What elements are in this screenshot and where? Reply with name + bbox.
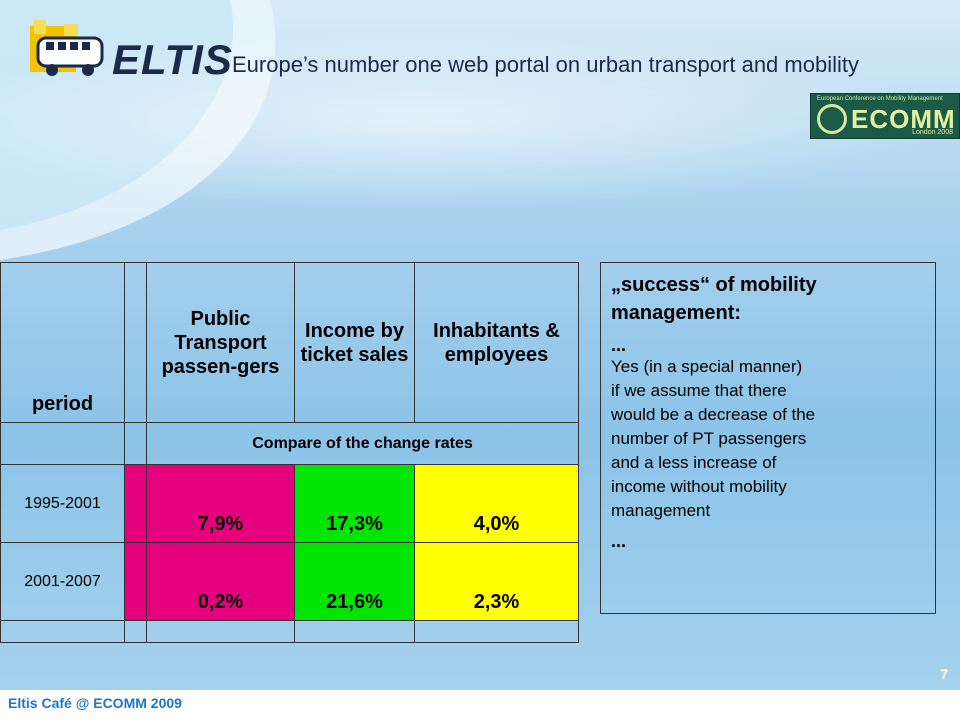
empty-cell (124, 620, 147, 643)
empty-cell (0, 422, 125, 465)
subheader: Compare of the change rates (146, 422, 579, 465)
spacer-cell (124, 422, 147, 465)
note-line: income without mobility (611, 477, 787, 496)
change-rates-table: period Public Transport passen-gers Inco… (0, 262, 579, 643)
note-line: management (611, 501, 711, 520)
brand-name: ELTIS (112, 36, 233, 83)
empty-cell (146, 620, 295, 643)
eltis-bus-logo-icon (30, 20, 104, 76)
note-title: „success“ of mobility management: (611, 274, 817, 324)
note-ellipsis-bottom: ... (611, 531, 627, 551)
inhabitants-value: 4,0% (414, 464, 579, 543)
note-line: Yes (in a special manner) (611, 357, 803, 376)
spacer-cell (124, 262, 147, 423)
note-line: and a less increase of (611, 453, 777, 472)
note-line: number of PT passengers (611, 429, 807, 448)
spacer-cell (124, 464, 147, 543)
row-period: 1995-2001 (0, 464, 125, 543)
pt-value: 7,9% (146, 464, 295, 543)
success-note-box: „success“ of mobility management: ... Ye… (600, 262, 936, 614)
header-inhabitants: Inhabitants & employees (414, 262, 579, 423)
ecomm-logo: European Conference on Mobility Manageme… (810, 93, 960, 139)
empty-cell (294, 620, 415, 643)
ecomm-small-text: European Conference on Mobility Manageme… (817, 96, 943, 102)
header: ELTIS Europe’s number one web portal on … (0, 0, 960, 139)
income-value: 17,3% (294, 464, 415, 543)
note-line: if we assume that there (611, 381, 787, 400)
header-period: period (0, 262, 125, 423)
income-value: 21,6% (294, 542, 415, 621)
note-ellipsis-top: ... (611, 335, 627, 355)
table-row: 2001-2007 0,2% 21,6% 2,3% (0, 542, 579, 621)
table-row: 1995-2001 7,9% 17,3% 4,0% (0, 464, 579, 543)
empty-cell (0, 620, 125, 643)
ecomm-sub: London 2008 (912, 129, 953, 136)
header-public-transport: Public Transport passen-gers (146, 262, 295, 423)
footer-text: Eltis Café @ ECOMM 2009 (8, 695, 182, 711)
pt-value: 0,2% (146, 542, 295, 621)
ecomm-word: ECOMM (851, 104, 956, 134)
spacer-cell (124, 542, 147, 621)
empty-cell (414, 620, 579, 643)
row-period: 2001-2007 (0, 542, 125, 621)
header-income: Income by ticket sales (294, 262, 415, 423)
ecomm-emblem-icon (817, 104, 847, 134)
page-number: 7 (940, 666, 948, 682)
inhabitants-value: 2,3% (414, 542, 579, 621)
tagline: Europe’s number one web portal on urban … (232, 52, 859, 77)
footer: Eltis Café @ ECOMM 2009 (0, 690, 960, 720)
note-line: would be a decrease of the (611, 405, 816, 424)
